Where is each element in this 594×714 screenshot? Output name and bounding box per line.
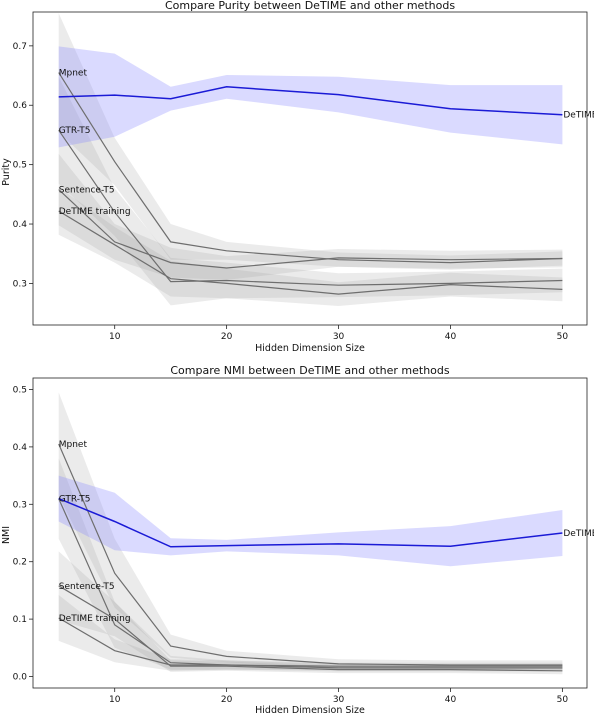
y-tick-label: 0.4 [13, 220, 28, 230]
y-tick-label: 0.6 [13, 101, 28, 111]
x-tick-label: 20 [221, 695, 233, 705]
y-tick-label: 0.0 [13, 673, 28, 683]
series-label: DeTIME [563, 529, 594, 539]
series-label: DeTIME training [59, 614, 131, 624]
x-tick-label: 10 [109, 695, 121, 705]
chart-title: Compare Purity between DeTIME and other … [165, 0, 455, 12]
plot-frame [32, 377, 588, 689]
x-tick-label: 20 [221, 332, 233, 342]
x-tick-label: 40 [445, 695, 457, 705]
y-tick-label: 0.3 [13, 279, 27, 289]
x-tick-label: 50 [557, 332, 569, 342]
series-label: GTR-T5 [59, 126, 91, 136]
x-tick-label: 30 [333, 695, 345, 705]
series-label: Sentence-T5 [59, 186, 115, 196]
band-detime-training [58, 595, 563, 671]
purity-chart: Compare Purity between DeTIME and other … [1, 0, 594, 354]
y-tick-label: 0.2 [13, 558, 27, 568]
series-label: DeTIME training [59, 207, 131, 217]
series-line-sentence-t5 [58, 585, 563, 672]
x-axis-label: Hidden Dimension Size [255, 705, 365, 714]
series-line-gtr-t5 [58, 129, 563, 286]
series-line-detime [58, 86, 563, 116]
nmi-chart: Compare NMI between DeTIME and other met… [1, 364, 594, 714]
series-label: GTR-T5 [59, 495, 91, 505]
series-line-mpnet [58, 443, 563, 666]
x-tick-label: 30 [333, 332, 345, 342]
band-detime-training [58, 187, 563, 306]
x-tick-label: 10 [109, 332, 121, 342]
x-tick-label: 50 [557, 695, 569, 705]
x-tick-label: 40 [445, 332, 457, 342]
y-tick-label: 0.5 [13, 161, 27, 171]
series-line-detime [58, 497, 563, 548]
y-tick-label: 0.5 [13, 385, 27, 395]
series-line-mpnet [58, 72, 563, 264]
series-label: DeTIME [563, 111, 594, 121]
series-line-detime-training [58, 210, 563, 295]
series-label: Mpnet [59, 69, 88, 79]
plot-frame [32, 11, 588, 326]
y-tick-label: 0.3 [13, 500, 27, 510]
y-axis-label: NMI [1, 526, 12, 544]
chart-title: Compare NMI between DeTIME and other met… [170, 364, 450, 377]
y-tick-label: 0.7 [13, 42, 27, 52]
y-axis-label: Purity [1, 158, 12, 186]
y-tick-label: 0.1 [13, 615, 27, 625]
series-line-detime-training [58, 617, 563, 667]
x-axis-label: Hidden Dimension Size [255, 343, 365, 354]
series-label: Sentence-T5 [59, 582, 115, 592]
series-label: Mpnet [59, 440, 88, 450]
band-detime [58, 475, 563, 567]
band-gtr-t5 [58, 76, 563, 306]
band-detime [58, 46, 563, 148]
series-line-sentence-t5 [58, 189, 563, 269]
y-tick-label: 0.4 [13, 443, 28, 453]
band-sentence-t5 [58, 153, 563, 280]
